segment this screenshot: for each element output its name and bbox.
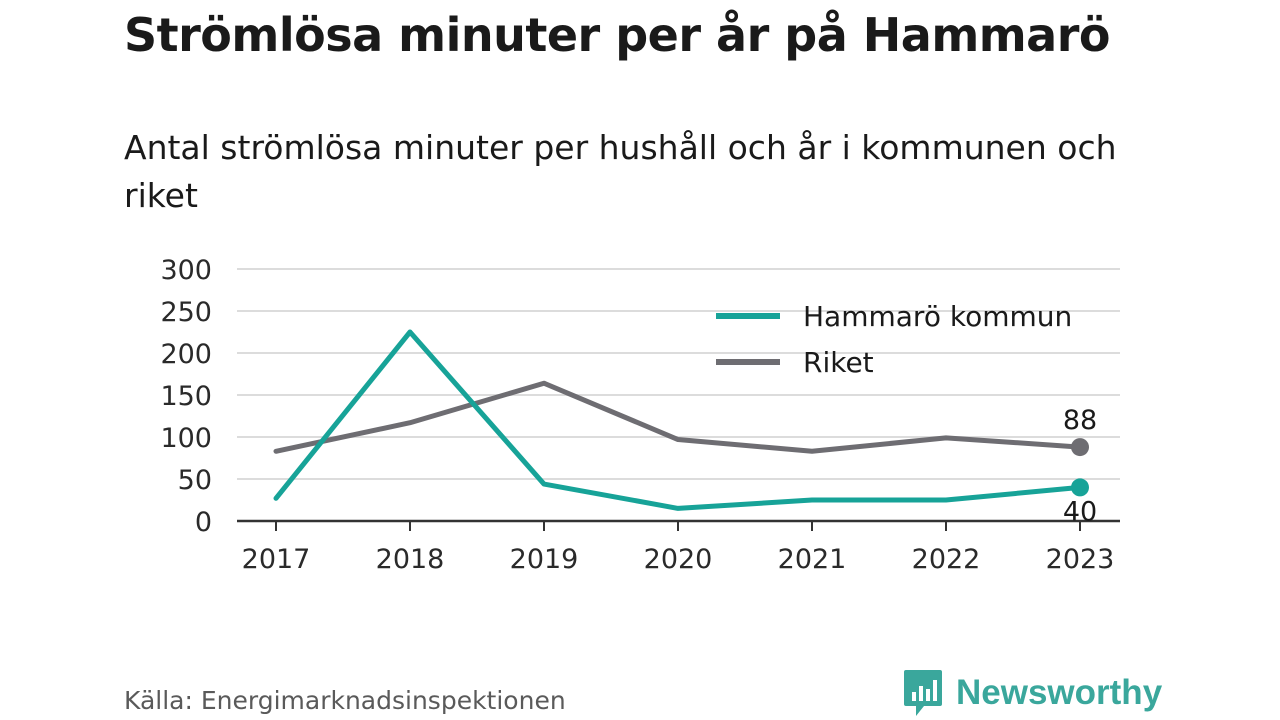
end-point-marker: [1071, 478, 1089, 497]
series-line: [273, 380, 1083, 454]
legend: Hammarö kommun Riket: [716, 300, 1072, 379]
y-tick-label: 0: [195, 507, 212, 538]
y-tick-label: 100: [160, 423, 212, 454]
end-value-label: 88: [1063, 405, 1097, 436]
source-note: Källa: Energimarknadsinspektionen: [124, 686, 566, 715]
legend-label: Riket: [803, 346, 874, 379]
brand-logo[interactable]: Newsworthy: [902, 668, 1162, 718]
end-value-label: 40: [1063, 496, 1097, 527]
y-tick-label: 200: [160, 339, 212, 370]
newsworthy-logo-icon: [904, 670, 942, 716]
x-tick-label: 2018: [376, 544, 445, 575]
x-tick-label: 2023: [1046, 544, 1115, 575]
end-point-marker: [1071, 438, 1089, 457]
y-tick-label: 50: [178, 465, 212, 496]
x-tick-label: 2020: [644, 544, 713, 575]
y-tick-label: 250: [160, 297, 212, 328]
y-tick-label: 300: [160, 255, 212, 286]
gridlines: [237, 268, 1120, 523]
y-axis: 0 50 100 150 200 250 300: [160, 255, 212, 538]
legend-label: Hammarö kommun: [803, 300, 1072, 333]
series-line: [273, 329, 1083, 511]
x-tick-label: 2021: [778, 544, 847, 575]
chart-subtitle: Antal strömlösa minuter per hushåll och …: [124, 128, 1117, 215]
x-tick-label: 2022: [912, 544, 981, 575]
x-tick-label: 2017: [242, 544, 311, 575]
y-tick-label: 150: [160, 381, 212, 412]
brand-name: Newsworthy: [956, 673, 1163, 712]
x-tick-label: 2019: [510, 544, 579, 575]
series-lines: 88 40: [273, 329, 1097, 527]
chart-title: Strömlösa minuter per år på Hammarö: [124, 8, 1111, 62]
x-axis: 2017 2018 2019 2020 2021 2022 2023: [242, 521, 1115, 575]
